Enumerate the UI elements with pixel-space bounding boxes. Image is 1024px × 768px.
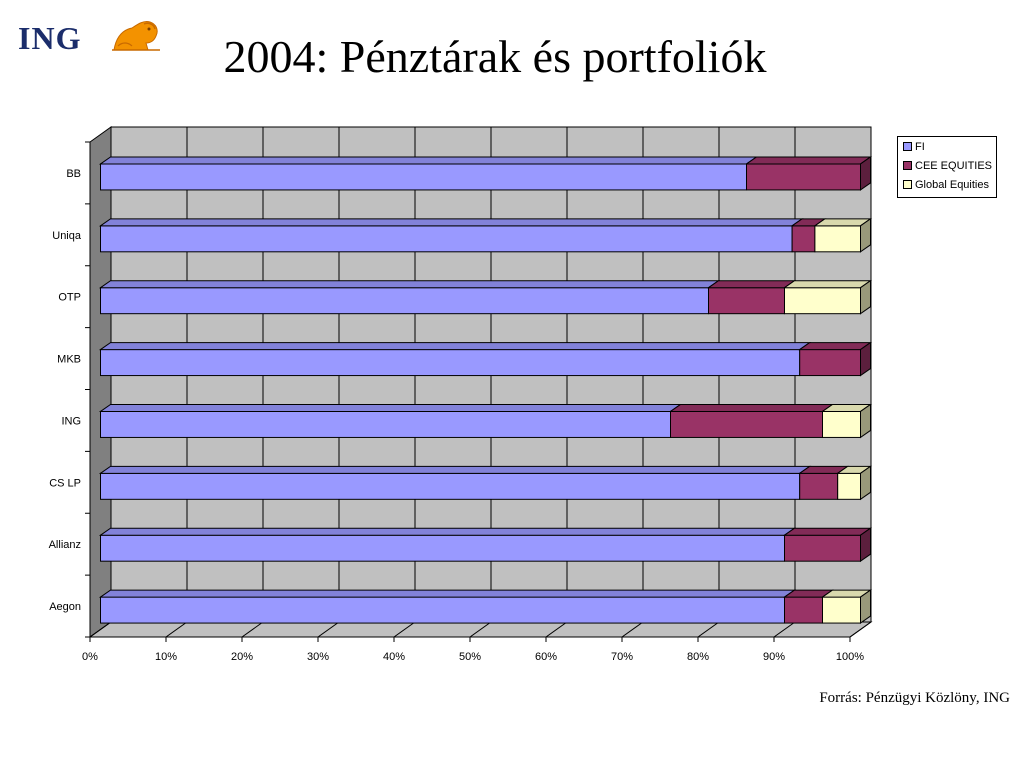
bar-cee-equities-cs-lp [799, 472, 839, 500]
floor-gridline [317, 621, 340, 638]
bar-cee-equities-ing [670, 410, 823, 438]
bar-end-face [860, 155, 871, 191]
legend-label-cee-equities: CEE EQUITIES [915, 160, 993, 172]
y-category-label: CS LP [49, 477, 81, 489]
bar-cee-equities-aegon [784, 596, 823, 624]
bar-fi-otp [100, 287, 709, 315]
legend-item-fi: FI [903, 140, 925, 156]
source-note: Forrás: Pénzügyi Közlöny, ING [819, 690, 1010, 706]
bar-top-face [744, 156, 873, 165]
x-tick-label: 70% [611, 651, 633, 663]
bar-top-face [98, 527, 797, 536]
y-category-label: Aegon [49, 601, 81, 613]
floor-gridline [773, 621, 796, 638]
bar-end-face [860, 341, 871, 377]
legend-label-global-equities: Global Equities [915, 179, 989, 191]
bar-top-face [98, 218, 804, 227]
bar-top-face [98, 403, 683, 412]
bar-fi-uniqa [100, 225, 793, 253]
logo-text: ING [18, 20, 82, 56]
y-category-label: OTP [58, 292, 81, 304]
floor-gridline [621, 621, 644, 638]
legend-item-global-equities: Global Equities [903, 178, 989, 194]
page-title: 2004: Pénztárak és portfoliók [223, 31, 767, 82]
bar-cee-equities-otp [708, 287, 785, 315]
ing-logo: ING [18, 20, 160, 56]
x-tick-label: 30% [307, 651, 329, 663]
bar-fi-bb [100, 163, 747, 191]
lion-icon [112, 21, 160, 51]
bar-global-equities-uniqa [814, 225, 862, 253]
bar-top-face [98, 342, 812, 351]
bar-global-equities-ing [822, 410, 861, 438]
floor-gridline [393, 621, 416, 638]
x-tick-label: 20% [231, 651, 253, 663]
x-tick-label: 80% [687, 651, 709, 663]
floor-gridline [849, 621, 872, 638]
x-tick-label: 50% [459, 651, 481, 663]
bar-end-face [860, 217, 871, 253]
bar-top-face [98, 280, 721, 289]
floor-gridline [241, 621, 264, 638]
bar-cee-equities-bb [746, 163, 861, 191]
bar-top-face [98, 156, 759, 165]
bar-cee-equities-mkb [799, 349, 862, 377]
bar-end-face [860, 527, 871, 563]
bar-fi-allianz [100, 534, 785, 562]
x-tick-label: 60% [535, 651, 557, 663]
legend-label-fi: FI [915, 141, 925, 153]
legend-item-cee-equities: CEE EQUITIES [903, 159, 992, 175]
legend-swatch-fi [903, 141, 912, 151]
y-category-label: Uniqa [52, 230, 82, 242]
bar-end-face [860, 279, 871, 315]
x-tick-label: 10% [155, 651, 177, 663]
bar-end-face [860, 465, 871, 501]
floor-gridline [545, 621, 568, 638]
legend-swatch-global-equities [903, 179, 912, 189]
bar-global-equities-otp [784, 287, 861, 315]
bar-end-face [860, 403, 871, 439]
x-tick-label: 90% [763, 651, 785, 663]
bar-cee-equities-allianz [784, 534, 861, 562]
y-category-label: Allianz [49, 539, 81, 551]
x-tick-label: 0% [82, 651, 98, 663]
bar-top-face [98, 465, 812, 474]
bar-fi-aegon [100, 596, 785, 624]
bar-global-equities-aegon [822, 596, 861, 624]
bar-top-face [98, 589, 797, 598]
bar-top-face [668, 403, 835, 412]
bar-end-face [860, 589, 871, 625]
floor-gridline [697, 621, 720, 638]
bar-fi-ing [100, 410, 671, 438]
bar-global-equities-cs-lp [837, 472, 862, 500]
chart-legend: FI CEE EQUITIES Global Equities [897, 136, 997, 198]
floor-gridline [165, 621, 188, 638]
y-category-label: BB [66, 168, 81, 180]
bar-top-face [782, 280, 873, 289]
bar-fi-cs-lp [100, 472, 801, 500]
bar-top-face [706, 280, 797, 289]
legend-swatch-cee-equities [903, 160, 912, 170]
floor-gridline [89, 621, 112, 638]
x-tick-label: 100% [836, 651, 864, 663]
y-category-label: MKB [57, 354, 81, 366]
y-category-label: ING [61, 415, 81, 427]
bar-cee-equities-uniqa [791, 225, 816, 253]
bar-top-face [798, 342, 873, 351]
x-tick-label: 40% [383, 651, 405, 663]
bar-fi-mkb [100, 349, 801, 377]
bar-top-face [782, 527, 873, 536]
floor-gridline [469, 621, 492, 638]
